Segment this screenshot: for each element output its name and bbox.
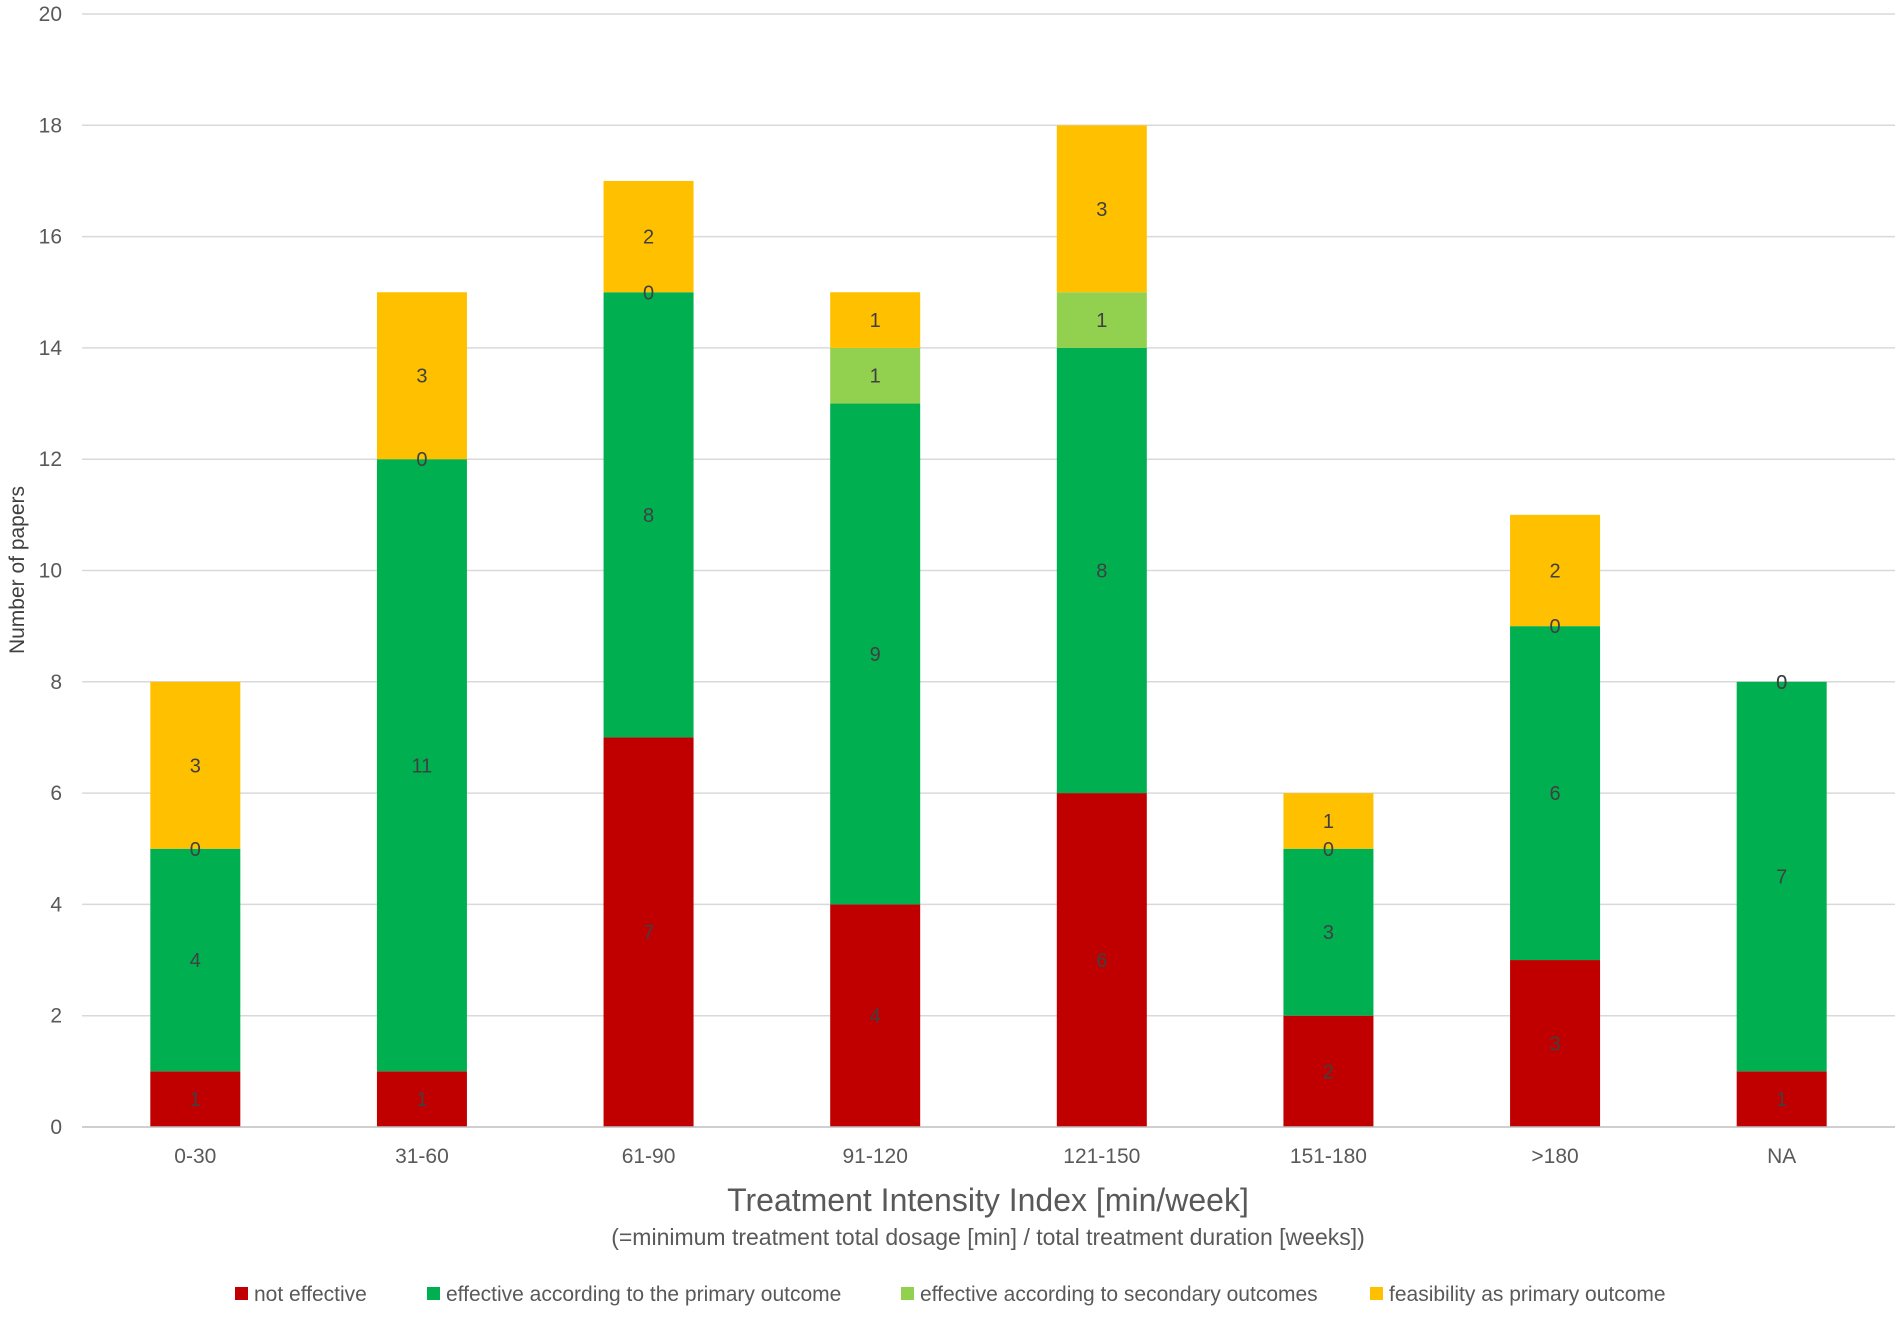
legend-label: effective according to secondary outcome… [920,1283,1318,1306]
data-label: 0 [190,839,201,861]
data-label: 3 [1323,922,1334,944]
bar-segment [1056,347,1147,794]
data-label: 0 [416,449,427,471]
bar-segment [830,904,921,1127]
x-axis-subtitle: (=minimum treatment total dosage [min] /… [611,1224,1365,1250]
data-label: 3 [1096,199,1107,221]
y-tick-label: 4 [50,893,62,916]
data-label: 6 [1096,950,1107,972]
data-label: 9 [870,644,881,666]
y-tick-label: 20 [39,3,62,26]
bar-segment [603,737,694,1127]
data-label: 4 [870,1006,881,1028]
x-tick-labels: 0-30 31-60 61-90 91-120 121-150 151-180 >180 NA [174,1145,1796,1168]
bar-segment [830,403,921,905]
data-label: 3 [416,366,427,388]
data-label: 3 [190,755,201,777]
bar-segment [1056,292,1147,348]
y-tick-labels: 0 2 4 6 8 10 12 14 16 18 20 [39,3,63,1139]
data-label: 8 [1096,561,1107,583]
data-label: 7 [1776,867,1787,889]
y-tick-label: 12 [39,448,62,471]
y-axis-title: Number of papers [6,486,29,654]
bar-segment [1510,514,1601,627]
bar-segment [1736,1071,1827,1127]
bar-segment [150,1071,241,1127]
y-tick-label: 16 [39,226,62,249]
x-tick-label: 61-90 [622,1145,676,1168]
x-tick-label: 121-150 [1063,1145,1140,1168]
data-label: 1 [1096,310,1107,332]
data-label: 1 [1776,1089,1787,1111]
x-tick-label: 151-180 [1290,1145,1367,1168]
bar-segment [1283,848,1374,1016]
legend: not effective effective according to the … [235,1283,1666,1306]
x-tick-label: 31-60 [395,1145,449,1168]
bar-segment [830,347,921,404]
bars [150,125,1827,1127]
data-label: 0 [1323,839,1334,861]
legend-swatch [427,1287,440,1300]
y-tick-label: 18 [39,114,62,137]
y-tick-label: 0 [50,1116,62,1139]
y-tick-label: 14 [39,337,63,360]
data-label: 4 [190,950,201,972]
bar-segment [1283,1015,1374,1127]
data-label: 0 [643,282,654,304]
bar-segment [376,459,467,1072]
data-label: 2 [1323,1061,1334,1083]
bar-segment [150,848,241,1072]
legend-label: feasibility as primary outcome [1389,1283,1666,1306]
legend-swatch [901,1287,914,1300]
y-tick-label: 6 [50,782,62,805]
bar-segment [603,292,694,738]
bar-segment [376,1071,467,1127]
legend-swatch [235,1287,248,1300]
data-label: 0 [1776,672,1787,694]
data-label: 1 [870,310,881,332]
bar-segment [830,292,921,348]
legend-label: not effective [254,1283,367,1306]
data-label: 6 [1550,783,1561,805]
legend-swatch [1370,1287,1383,1300]
data-label: 2 [1550,561,1561,583]
gridlines [82,13,1895,1017]
bar-segment [1056,125,1147,293]
data-label: 7 [643,922,654,944]
data-label: 11 [412,755,433,777]
bar-segment [150,681,241,849]
bar-segment [1736,681,1827,1072]
legend-label: effective according to the primary outco… [446,1283,841,1306]
data-label: 0 [1550,616,1561,638]
y-tick-label: 8 [50,671,62,694]
data-label: 1 [190,1089,201,1111]
data-label: 8 [643,505,654,527]
y-tick-label: 2 [50,1005,62,1028]
data-label: 3 [1550,1034,1561,1056]
data-label: 1 [1323,811,1334,833]
data-label: 1 [870,366,881,388]
bar-segment [1056,793,1147,1127]
x-tick-label: NA [1767,1145,1796,1168]
x-tick-label: 0-30 [174,1145,216,1168]
bar-segment [1510,626,1601,961]
data-label: 0 [1776,672,1787,694]
bar-segment [376,292,467,460]
data-label: 1 [416,1089,427,1111]
y-tick-label: 10 [39,560,62,583]
bar-segment [1510,960,1601,1127]
x-tick-label: >180 [1531,1145,1578,1168]
x-axis-title: Treatment Intensity Index [min/week] [727,1182,1249,1218]
data-label: 2 [643,227,654,249]
bar-segment [1283,793,1374,849]
bar-segment [603,180,694,293]
x-tick-label: 91-120 [842,1145,907,1168]
